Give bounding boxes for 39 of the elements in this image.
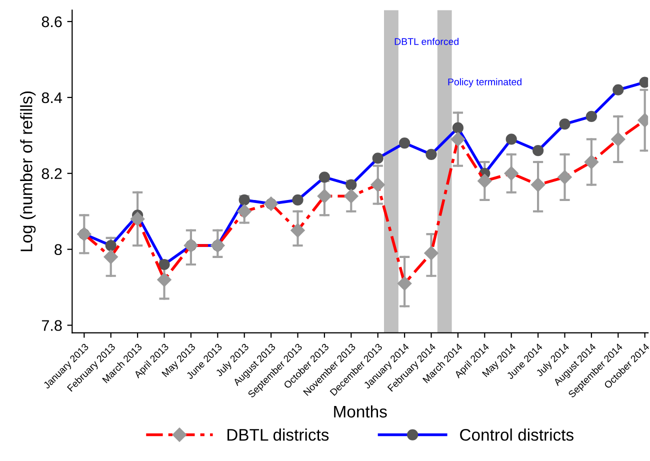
- point: [530, 178, 546, 192]
- point: [399, 137, 410, 149]
- point: [104, 250, 118, 264]
- point: [344, 189, 358, 204]
- point: [452, 122, 464, 134]
- point: [506, 134, 517, 145]
- legend-label: DBTL districts: [228, 428, 329, 441]
- y-tick-label: 8.4: [42, 92, 62, 104]
- point: [558, 170, 572, 184]
- point: [612, 84, 624, 96]
- y-tick-label: 8.2: [42, 168, 62, 180]
- point: [317, 189, 332, 204]
- band-label: Policy terminated: [448, 78, 522, 88]
- point: [157, 272, 172, 287]
- point: [584, 154, 599, 170]
- point: [105, 240, 116, 252]
- point: [290, 223, 305, 238]
- point: [478, 174, 492, 188]
- point: [426, 148, 437, 160]
- x-axis-title: Months: [334, 405, 387, 418]
- point: [424, 246, 438, 260]
- point: [130, 212, 145, 226]
- point: [611, 132, 626, 146]
- y-tick-label: 7.8: [42, 320, 62, 331]
- y-axis-title: Log (number of refills): [20, 91, 36, 252]
- point: [532, 145, 544, 156]
- band-label: DBTL enforced: [394, 38, 458, 46]
- point: [450, 132, 466, 146]
- point: [370, 178, 385, 192]
- y-tick-label: 8: [54, 244, 62, 256]
- point: [237, 204, 252, 218]
- y-tick-label: 8.6: [42, 16, 62, 28]
- point: [397, 276, 412, 291]
- point: [559, 118, 570, 130]
- point: [372, 152, 384, 164]
- point: [586, 110, 598, 122]
- point: [504, 166, 518, 180]
- point: [292, 194, 304, 206]
- legend-label: Control districts: [460, 428, 574, 441]
